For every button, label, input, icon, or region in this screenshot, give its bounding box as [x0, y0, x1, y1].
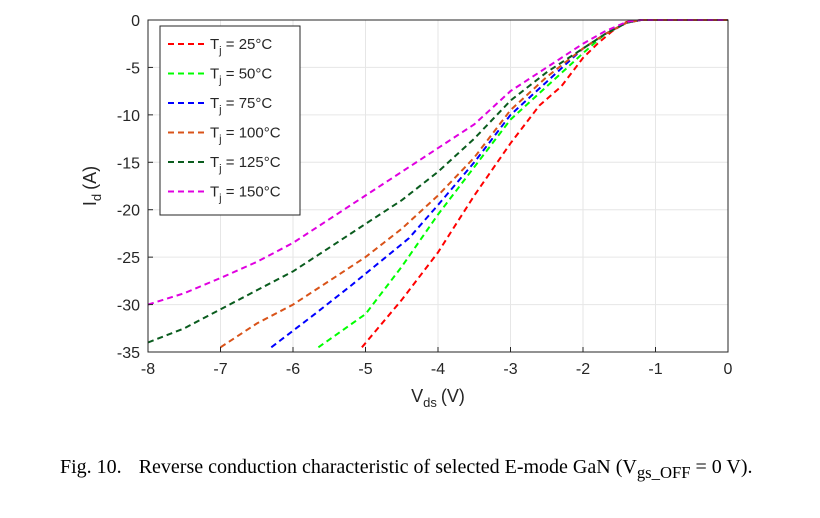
- series-line-1: [361, 19, 728, 348]
- y-axis-label: Id (A): [80, 166, 104, 206]
- caption-label: Fig. 10.: [60, 456, 122, 478]
- x-tick-label: -6: [286, 361, 300, 378]
- x-tick-label: -8: [141, 361, 155, 378]
- legend-label-5: Tj = 125°C: [210, 154, 281, 175]
- x-axis-label-sub: ds: [423, 395, 437, 410]
- caption-rest: = 0 V).: [690, 456, 753, 478]
- y-axis-label-unit: (A): [80, 166, 100, 190]
- legend: Tj = 25°C Tj = 50°C Tj = 75°C Tj = 100°C Tj …: [159, 25, 301, 216]
- x-tick-label: -5: [358, 361, 372, 378]
- chart: -8 -7 -6 -5 -4 -3 -2 -1 0 0 -5 -10 -15 -20 -25 -30 -35 V…: [80, 13, 733, 410]
- x-axis-label: Vds (V): [411, 386, 465, 410]
- y-tick-label: -30: [117, 298, 140, 315]
- x-tick-label: -4: [431, 361, 445, 378]
- figure-caption: Fig. 10. Reverse conduction characterist…: [60, 455, 788, 485]
- legend-label-1: Tj = 25°C: [210, 36, 272, 57]
- legend-box: [159, 25, 301, 216]
- caption-sub: gs_OFF: [636, 463, 691, 482]
- x-axis-label-main: V: [411, 386, 423, 406]
- series-line-2: [317, 19, 728, 349]
- y-axis-label-sub: d: [89, 194, 104, 201]
- y-tick-label: -5: [126, 60, 140, 77]
- x-tick-label: 0: [724, 361, 733, 378]
- y-tick-label: -20: [117, 203, 140, 220]
- y-tick-label: -15: [117, 155, 140, 172]
- legend-label-6: Tj = 150°C: [210, 184, 281, 205]
- caption-text: Reverse conduction characteristic of sel…: [138, 456, 637, 478]
- y-axis-label-main: I: [80, 201, 100, 206]
- legend-label-2: Tj = 50°C: [210, 66, 272, 87]
- x-tick-label: -1: [648, 361, 662, 378]
- y-tick-label: -35: [117, 345, 140, 362]
- legend-label-4: Tj = 100°C: [210, 125, 281, 146]
- legend-label-3: Tj = 75°C: [210, 95, 272, 116]
- chart-svg: -8 -7 -6 -5 -4 -3 -2 -1 00-5-10-15-20-25-30-35 V…: [80, 13, 733, 410]
- x-axis-label-unit: (V): [441, 386, 465, 406]
- y-tick-label: -25: [117, 250, 140, 267]
- y-tick-label: -10: [117, 108, 140, 125]
- x-tick-label: -7: [213, 361, 227, 378]
- y-tick-label: 0: [131, 13, 140, 30]
- ticks: -8 -7 -6 -5 -4 -3 -2 -1 00-5-10-15-20-25-30-35: [117, 13, 733, 378]
- x-tick-label: -2: [576, 361, 590, 378]
- series-line-3: [270, 19, 728, 349]
- x-tick-label: -3: [503, 361, 517, 378]
